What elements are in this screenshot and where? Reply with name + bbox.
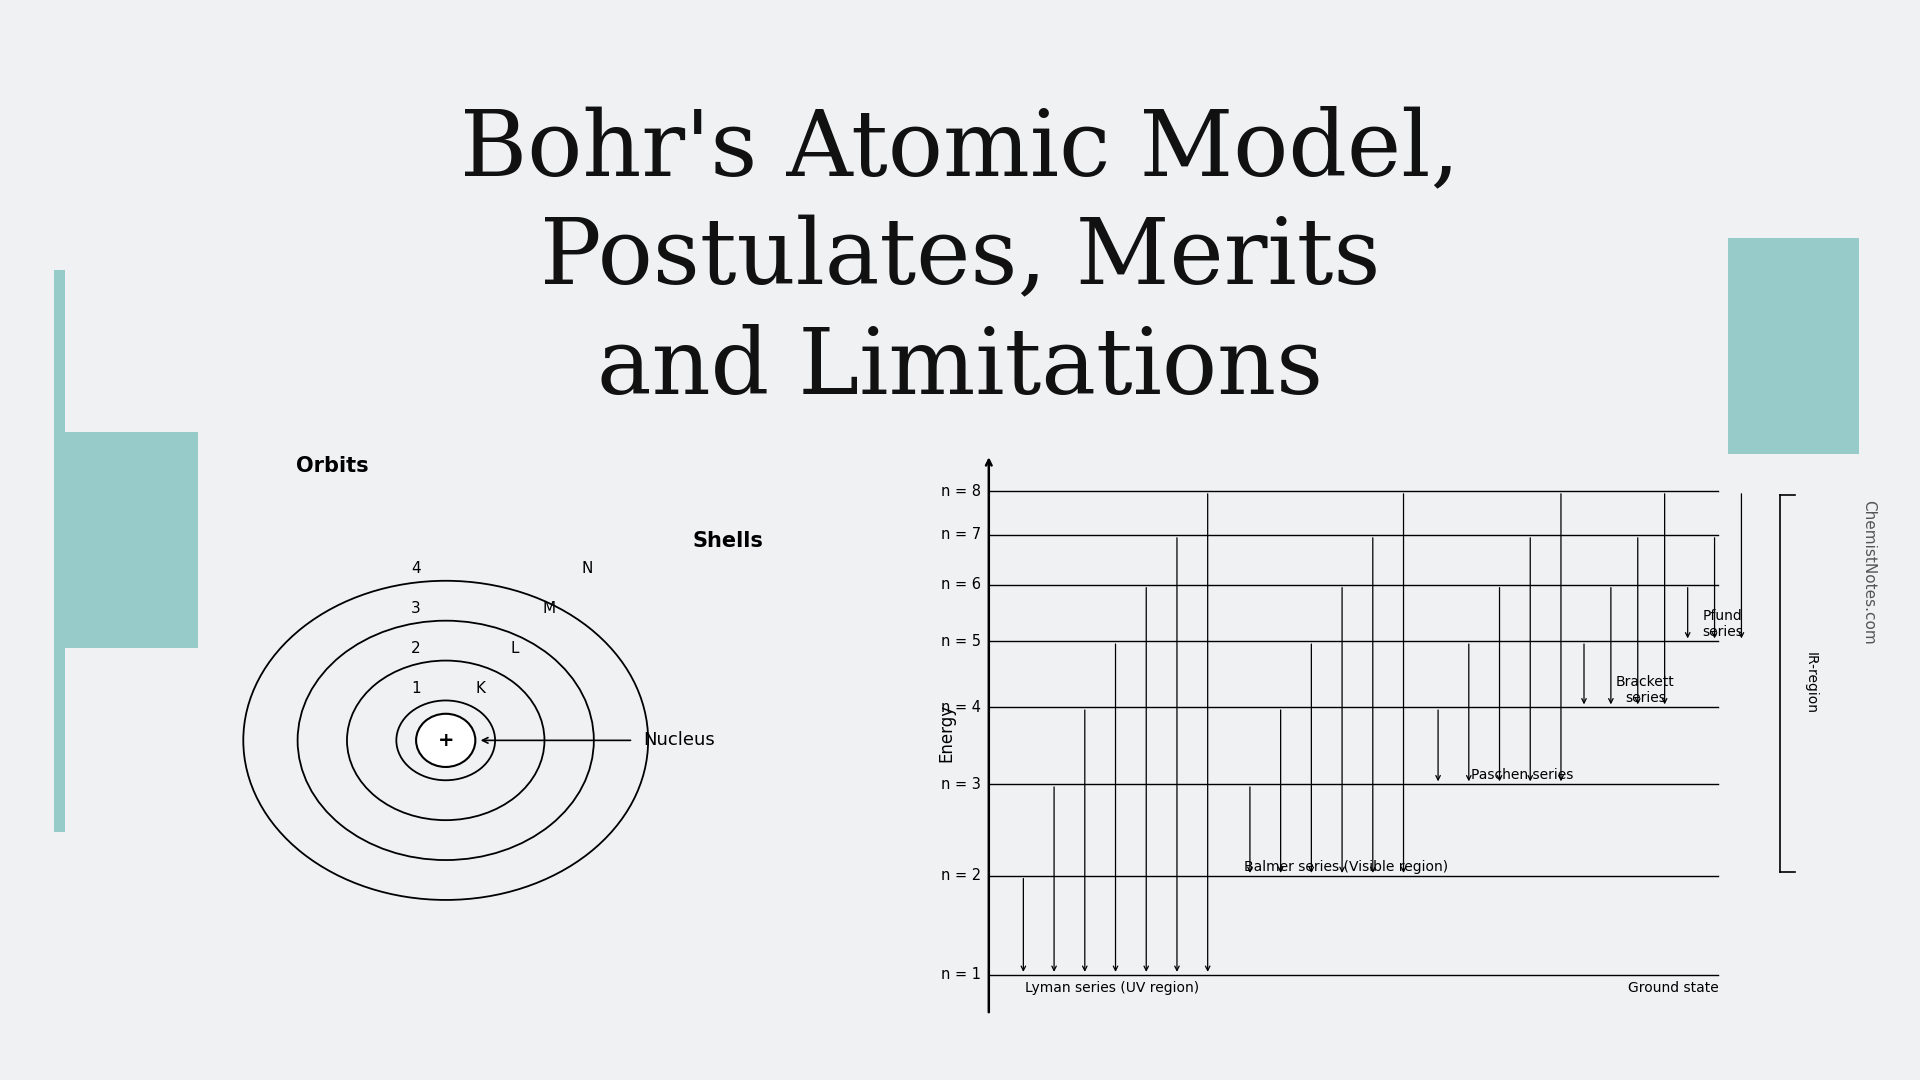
Text: Energy: Energy [937, 704, 956, 761]
Text: 3: 3 [411, 602, 420, 617]
Text: n = 1: n = 1 [941, 968, 981, 982]
Text: ChemistNotes.com: ChemistNotes.com [1860, 500, 1876, 645]
Text: Lyman series (UV region): Lyman series (UV region) [1025, 981, 1198, 995]
Text: IR-region: IR-region [1803, 652, 1818, 714]
Text: N: N [582, 562, 593, 577]
Text: Shells: Shells [693, 531, 764, 551]
Text: Balmer series (Visible region): Balmer series (Visible region) [1244, 860, 1448, 874]
Text: n = 5: n = 5 [941, 634, 981, 649]
Text: n = 8: n = 8 [941, 484, 981, 499]
Text: Orbits: Orbits [296, 456, 369, 475]
Text: Nucleus: Nucleus [643, 731, 714, 750]
Text: 1: 1 [411, 681, 420, 696]
Text: n = 4: n = 4 [941, 700, 981, 715]
Text: K: K [476, 681, 486, 696]
Text: Brackett
series: Brackett series [1617, 675, 1674, 705]
Text: n = 7: n = 7 [941, 527, 981, 542]
Circle shape [417, 714, 476, 767]
Text: 2: 2 [411, 642, 420, 657]
Text: Bohr's Atomic Model,
Postulates, Merits
and Limitations: Bohr's Atomic Model, Postulates, Merits … [461, 106, 1459, 413]
Text: Pfund
series: Pfund series [1701, 609, 1743, 639]
Text: 4: 4 [411, 562, 420, 577]
Text: Paschen series: Paschen series [1471, 768, 1574, 782]
Text: Ground state: Ground state [1628, 981, 1718, 995]
Text: n = 2: n = 2 [941, 868, 981, 883]
Text: +: + [438, 731, 453, 750]
Text: L: L [511, 642, 518, 657]
Text: n = 3: n = 3 [941, 777, 981, 792]
Text: n = 6: n = 6 [941, 578, 981, 592]
Text: M: M [543, 602, 557, 617]
